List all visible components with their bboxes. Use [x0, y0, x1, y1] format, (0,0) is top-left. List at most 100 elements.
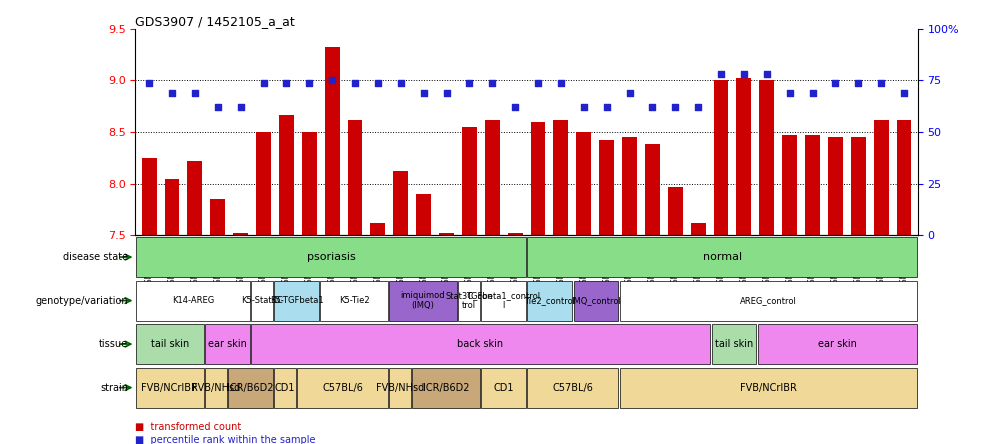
Point [689, 104, 705, 111]
Bar [805, 135, 820, 235]
Bar [484, 120, 499, 235]
Point [163, 89, 179, 96]
Text: genotype/variation: genotype/variation [36, 296, 128, 305]
Bar [389, 368, 410, 408]
Bar [873, 120, 888, 235]
Bar [712, 80, 727, 235]
Bar [481, 368, 525, 408]
Point [370, 79, 386, 86]
Point [507, 104, 523, 111]
Text: CD1: CD1 [275, 383, 295, 392]
Bar [252, 281, 273, 321]
Text: Tie2_control: Tie2_control [523, 296, 574, 305]
Bar [228, 368, 273, 408]
Bar [348, 120, 362, 235]
Bar [389, 281, 456, 321]
Bar [710, 324, 755, 364]
Text: IMQ_control: IMQ_control [570, 296, 620, 305]
Bar [252, 324, 709, 364]
Text: imiquimod
(IMQ): imiquimod (IMQ) [401, 291, 445, 310]
Text: ICR/B6D2: ICR/B6D2 [227, 383, 274, 392]
Point [804, 89, 820, 96]
Bar [416, 194, 431, 235]
Text: K5-Tie2: K5-Tie2 [339, 296, 369, 305]
Text: C57BL/6: C57BL/6 [552, 383, 592, 392]
Bar [439, 233, 454, 235]
Bar [619, 281, 916, 321]
Bar [827, 137, 842, 235]
Bar [782, 135, 797, 235]
Bar [527, 237, 916, 277]
Bar [412, 368, 479, 408]
Text: ear skin: ear skin [207, 339, 246, 349]
Point [256, 79, 272, 86]
Point [415, 89, 431, 96]
Bar [302, 132, 317, 235]
Bar [136, 237, 525, 277]
Bar [850, 137, 865, 235]
Text: C57BL/6: C57BL/6 [322, 383, 363, 392]
Bar [619, 368, 916, 408]
Bar [275, 281, 319, 321]
Text: strain: strain [100, 383, 128, 392]
Bar [576, 132, 590, 235]
Point [827, 79, 843, 86]
Text: disease state: disease state [63, 252, 128, 262]
Point [598, 104, 614, 111]
Point [666, 104, 682, 111]
Bar [553, 120, 568, 235]
Bar [757, 324, 916, 364]
Bar [325, 48, 340, 235]
Bar [164, 178, 179, 235]
Text: ■  transformed count: ■ transformed count [135, 422, 241, 432]
Bar [621, 137, 636, 235]
Bar [275, 368, 296, 408]
Point [393, 79, 409, 86]
Text: back skin: back skin [457, 339, 503, 349]
Bar [187, 161, 202, 235]
Point [712, 71, 728, 78]
Bar [136, 368, 203, 408]
Text: ■  percentile rank within the sample: ■ percentile rank within the sample [135, 436, 316, 444]
Bar [759, 80, 774, 235]
Point [621, 89, 637, 96]
Point [781, 89, 797, 96]
Bar [256, 132, 271, 235]
Point [232, 104, 248, 111]
Bar [507, 233, 522, 235]
Point [895, 89, 911, 96]
Text: tail skin: tail skin [150, 339, 188, 349]
Bar [141, 158, 156, 235]
Text: CD1: CD1 [493, 383, 513, 392]
Text: K14-AREG: K14-AREG [171, 296, 213, 305]
Point [758, 71, 774, 78]
Point [461, 79, 477, 86]
Bar [136, 281, 249, 321]
Point [643, 104, 659, 111]
Text: FVB/NCrIBR: FVB/NCrIBR [141, 383, 198, 392]
Text: AREG_control: AREG_control [739, 296, 796, 305]
Bar [527, 281, 571, 321]
Text: Stat3C_con
trol: Stat3C_con trol [445, 291, 492, 310]
Bar [458, 281, 479, 321]
Bar [298, 368, 387, 408]
Text: FVB/NHsd: FVB/NHsd [191, 383, 239, 392]
Bar [735, 79, 750, 235]
Bar [598, 140, 613, 235]
Bar [481, 281, 525, 321]
Text: normal: normal [701, 252, 741, 262]
Text: tissue: tissue [99, 339, 128, 349]
Bar [573, 281, 617, 321]
Point [186, 89, 202, 96]
Bar [205, 368, 226, 408]
Bar [896, 120, 911, 235]
Text: FVB/NHsd: FVB/NHsd [376, 383, 424, 392]
Text: psoriasis: psoriasis [307, 252, 355, 262]
Point [552, 79, 568, 86]
Text: GDS3907 / 1452105_a_at: GDS3907 / 1452105_a_at [135, 15, 295, 28]
Point [484, 79, 500, 86]
Text: K5-Stat3C: K5-Stat3C [240, 296, 283, 305]
Bar [279, 115, 294, 235]
Bar [462, 127, 476, 235]
Text: FVB/NCrIBR: FVB/NCrIBR [739, 383, 796, 392]
